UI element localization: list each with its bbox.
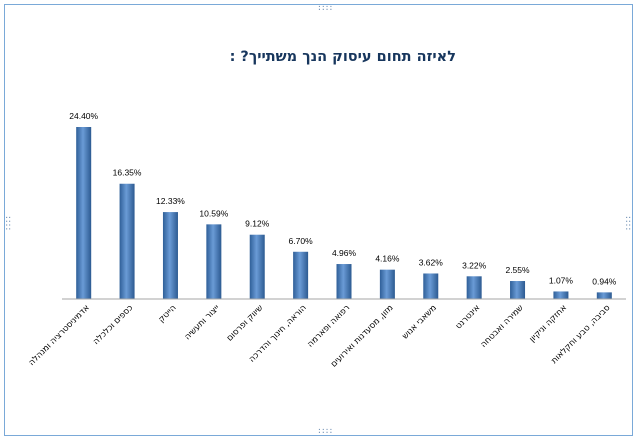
bar-value-label: 24.40% — [69, 111, 98, 121]
category-label: רפואה ופארמה — [306, 303, 353, 350]
bar-value-label: 6.70% — [289, 236, 314, 246]
bar — [336, 264, 352, 299]
bar — [466, 276, 482, 299]
resize-handle-top[interactable]: :::: — [317, 3, 333, 12]
bar-value-label: 10.59% — [199, 208, 228, 218]
chart-frame[interactable]: :::: :::: :::: :::: — [4, 4, 633, 436]
bar — [596, 292, 612, 299]
category-label: שמירה ואבטחה — [479, 303, 526, 350]
bar — [119, 183, 135, 299]
category-label: אינטרנט — [454, 303, 482, 331]
bar-value-label: 2.55% — [505, 265, 530, 275]
bar — [553, 291, 569, 299]
category-labels-group: אדמיניסטרציה ומנהלה כספים וכלכלה הייטק ייצו… — [27, 303, 613, 370]
bar — [423, 273, 439, 299]
bar — [293, 251, 309, 299]
category-label: ייצור ותעשיה — [183, 303, 222, 342]
bar-value-label: 1.07% — [549, 275, 574, 285]
bar-value-label: 0.94% — [592, 276, 617, 286]
chart-title: לאיזה תחום עיסוק הנך משתייך? : — [229, 49, 456, 65]
bar-value-label: 16.35% — [113, 168, 142, 178]
bar — [510, 281, 526, 299]
category-label: הייטק — [157, 303, 179, 325]
resize-handle-left[interactable]: :::: — [4, 215, 13, 231]
bar — [249, 234, 265, 299]
bar-value-label: 12.33% — [156, 196, 185, 206]
resize-handle-bottom[interactable]: :::: — [317, 426, 333, 435]
bars-group — [76, 127, 612, 299]
category-label: כספים וכלכלה — [91, 303, 135, 347]
bar-value-label: 4.16% — [375, 254, 400, 264]
bar-value-label: 4.96% — [332, 248, 357, 258]
value-labels-group: 24.40% 16.35% 12.33% 10.59% 9.12% 6.70% 4.96% 4… — [69, 111, 617, 286]
category-label: אדמיניסטרציה ומנהלה — [27, 303, 92, 368]
bar — [76, 127, 92, 299]
bar-value-label: 3.22% — [462, 260, 487, 270]
bar-value-label: 9.12% — [245, 219, 270, 229]
resize-handle-right[interactable]: :::: — [624, 215, 633, 231]
category-label: אחזקה וניקיון — [528, 303, 569, 344]
category-label: שיווק ופרסום — [225, 303, 265, 343]
category-label: משאבי אנוש — [400, 303, 438, 341]
bar — [206, 224, 222, 299]
bar-value-label: 3.62% — [419, 257, 444, 267]
bar — [162, 212, 178, 299]
bar — [379, 269, 395, 299]
